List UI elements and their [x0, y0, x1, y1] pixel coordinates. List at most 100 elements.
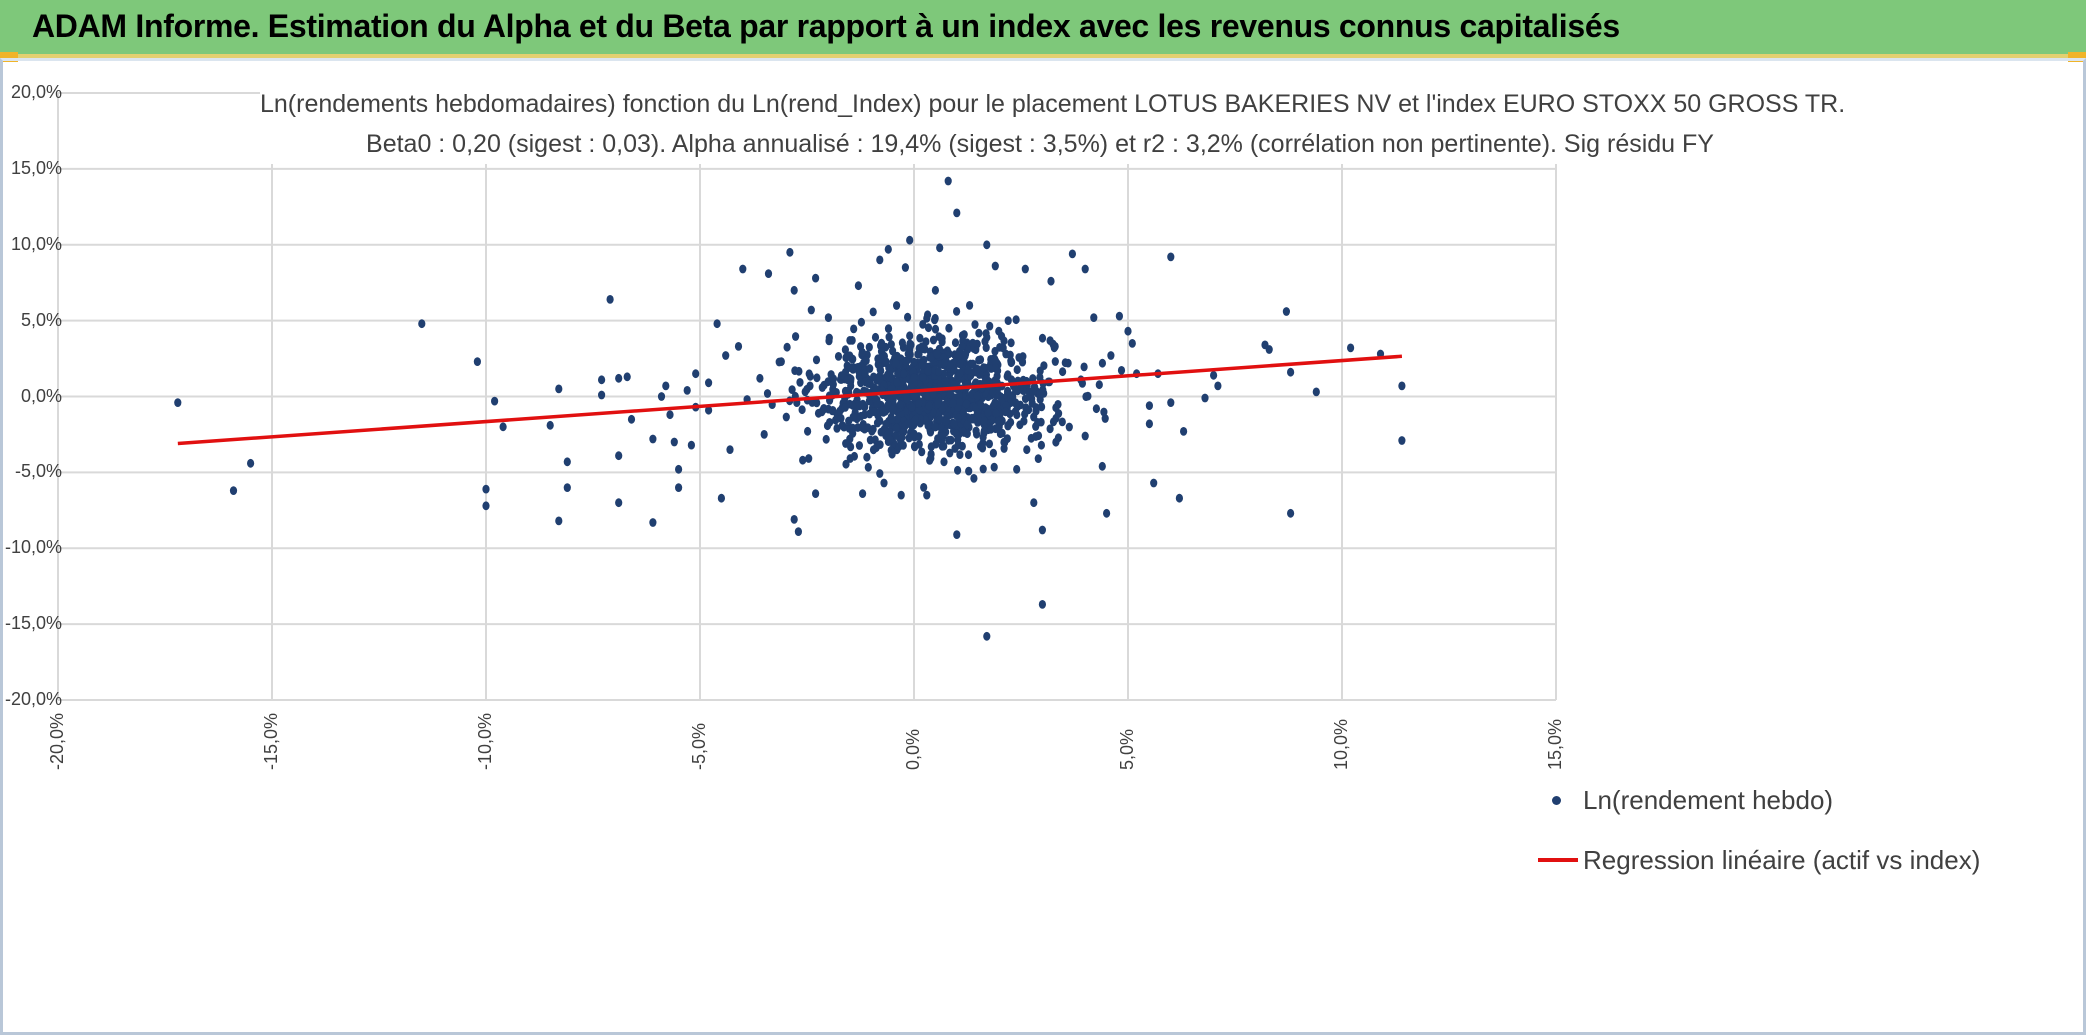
scatter-point: [936, 243, 944, 253]
scatter-point: [739, 264, 747, 274]
scatter-point: [555, 516, 563, 526]
scatter-point: [1115, 311, 1123, 321]
scatter-point: [935, 332, 943, 341]
scatter-point: [974, 365, 982, 375]
scatter-point: [788, 385, 796, 394]
scatter-point: [705, 378, 713, 388]
scatter-point: [983, 240, 991, 250]
x-tick-label: -20,0%: [47, 712, 67, 770]
scatter-point: [823, 421, 832, 431]
scatter-point: [1145, 419, 1153, 429]
regression-line: [177, 354, 1403, 446]
scatter-point: [840, 422, 848, 432]
scatter-point: [796, 378, 804, 387]
scatter-point: [873, 418, 882, 428]
scatter-point: [1021, 409, 1029, 419]
scatter-point: [649, 518, 657, 527]
scatter-point: [1128, 339, 1136, 348]
scatter-point: [906, 331, 914, 341]
scatter-point: [1080, 362, 1088, 372]
scatter-point: [1287, 508, 1295, 518]
scatter-point: [927, 453, 935, 463]
scatter-point: [849, 365, 857, 374]
legend-label-points: Ln(rendement hebdo): [1583, 784, 1834, 815]
scatter-point: [884, 400, 892, 410]
scatter-point: [806, 371, 814, 381]
scatter-point: [763, 389, 772, 398]
scatter-point: [722, 351, 730, 360]
scatter-point: [1004, 370, 1012, 380]
scatter-point: [866, 364, 874, 373]
scatter-point: [807, 305, 815, 315]
scatter-point: [803, 384, 811, 394]
scatter-point: [1050, 343, 1058, 353]
scatter-point: [893, 415, 901, 424]
scatter-point: [1061, 358, 1069, 368]
scatter-point: [1013, 365, 1021, 375]
scatter-point: [903, 394, 911, 404]
scatter-point: [1007, 338, 1015, 348]
scatter-point: [229, 486, 238, 495]
scatter-point: [847, 381, 855, 391]
scatter-point: [775, 357, 783, 367]
scatter-point: [876, 469, 884, 478]
scatter-point: [683, 386, 691, 395]
scatter-point: [615, 451, 623, 461]
scatter-point: [888, 414, 896, 424]
scatter-point: [1347, 343, 1355, 353]
scatter-point: [985, 439, 994, 449]
scatter-point: [764, 269, 773, 278]
scatter-point: [1059, 367, 1067, 377]
scatter-point: [555, 384, 563, 394]
scatter-point: [734, 342, 743, 351]
scatter-point: [931, 285, 940, 295]
scatter-point: [940, 441, 948, 451]
scatter-point: [799, 455, 807, 465]
scatter-point: [869, 445, 878, 455]
scatter-point: [1058, 417, 1066, 427]
scatter-point: [936, 415, 944, 424]
scatter-point: [991, 261, 999, 271]
scatter-point: [924, 366, 932, 376]
scatter-point: [915, 405, 923, 415]
scatter-point: [951, 338, 960, 348]
scatter-point: [812, 355, 821, 365]
scatter-point: [963, 429, 971, 438]
scatter-point: [1145, 401, 1153, 410]
y-tick-label: 5,0%: [20, 309, 62, 330]
scatter-point: [887, 445, 895, 455]
scatter-point: [606, 295, 614, 304]
scatter-point: [792, 332, 800, 341]
y-tick-label: 20,0%: [10, 82, 62, 102]
scatter-point: [910, 373, 918, 383]
scatter-point: [882, 419, 890, 429]
corner-marker-left: [0, 52, 18, 62]
legend-marker-dot: [1552, 795, 1561, 805]
scatter-point: [892, 431, 900, 440]
scatter-point: [841, 403, 849, 412]
scatter-point: [1012, 399, 1020, 409]
scatter-point: [804, 426, 812, 436]
scatter-point: [1004, 316, 1012, 325]
scatter-point: [1398, 436, 1406, 445]
scatter-point: [848, 336, 856, 345]
y-tick-label: 10,0%: [10, 233, 62, 254]
scatter-point: [1012, 315, 1020, 325]
scatter-point: [945, 349, 953, 359]
scatter-point: [984, 408, 992, 418]
scatter-point: [910, 390, 918, 400]
scatter-point: [1054, 433, 1062, 443]
scatter-point: [991, 398, 999, 408]
scatter-point: [992, 408, 1000, 418]
scatter-point: [1000, 336, 1008, 346]
scatter-point: [1167, 398, 1175, 407]
scatter-point: [910, 357, 918, 367]
scatter-point: [920, 483, 928, 492]
scatter-point: [858, 348, 866, 357]
scatter-point: [884, 244, 892, 254]
scatter-point: [1180, 427, 1188, 436]
scatter-point: [1214, 381, 1222, 391]
scatter-point: [889, 405, 897, 415]
scatter-point: [813, 373, 821, 383]
scatter-point: [1282, 307, 1290, 316]
